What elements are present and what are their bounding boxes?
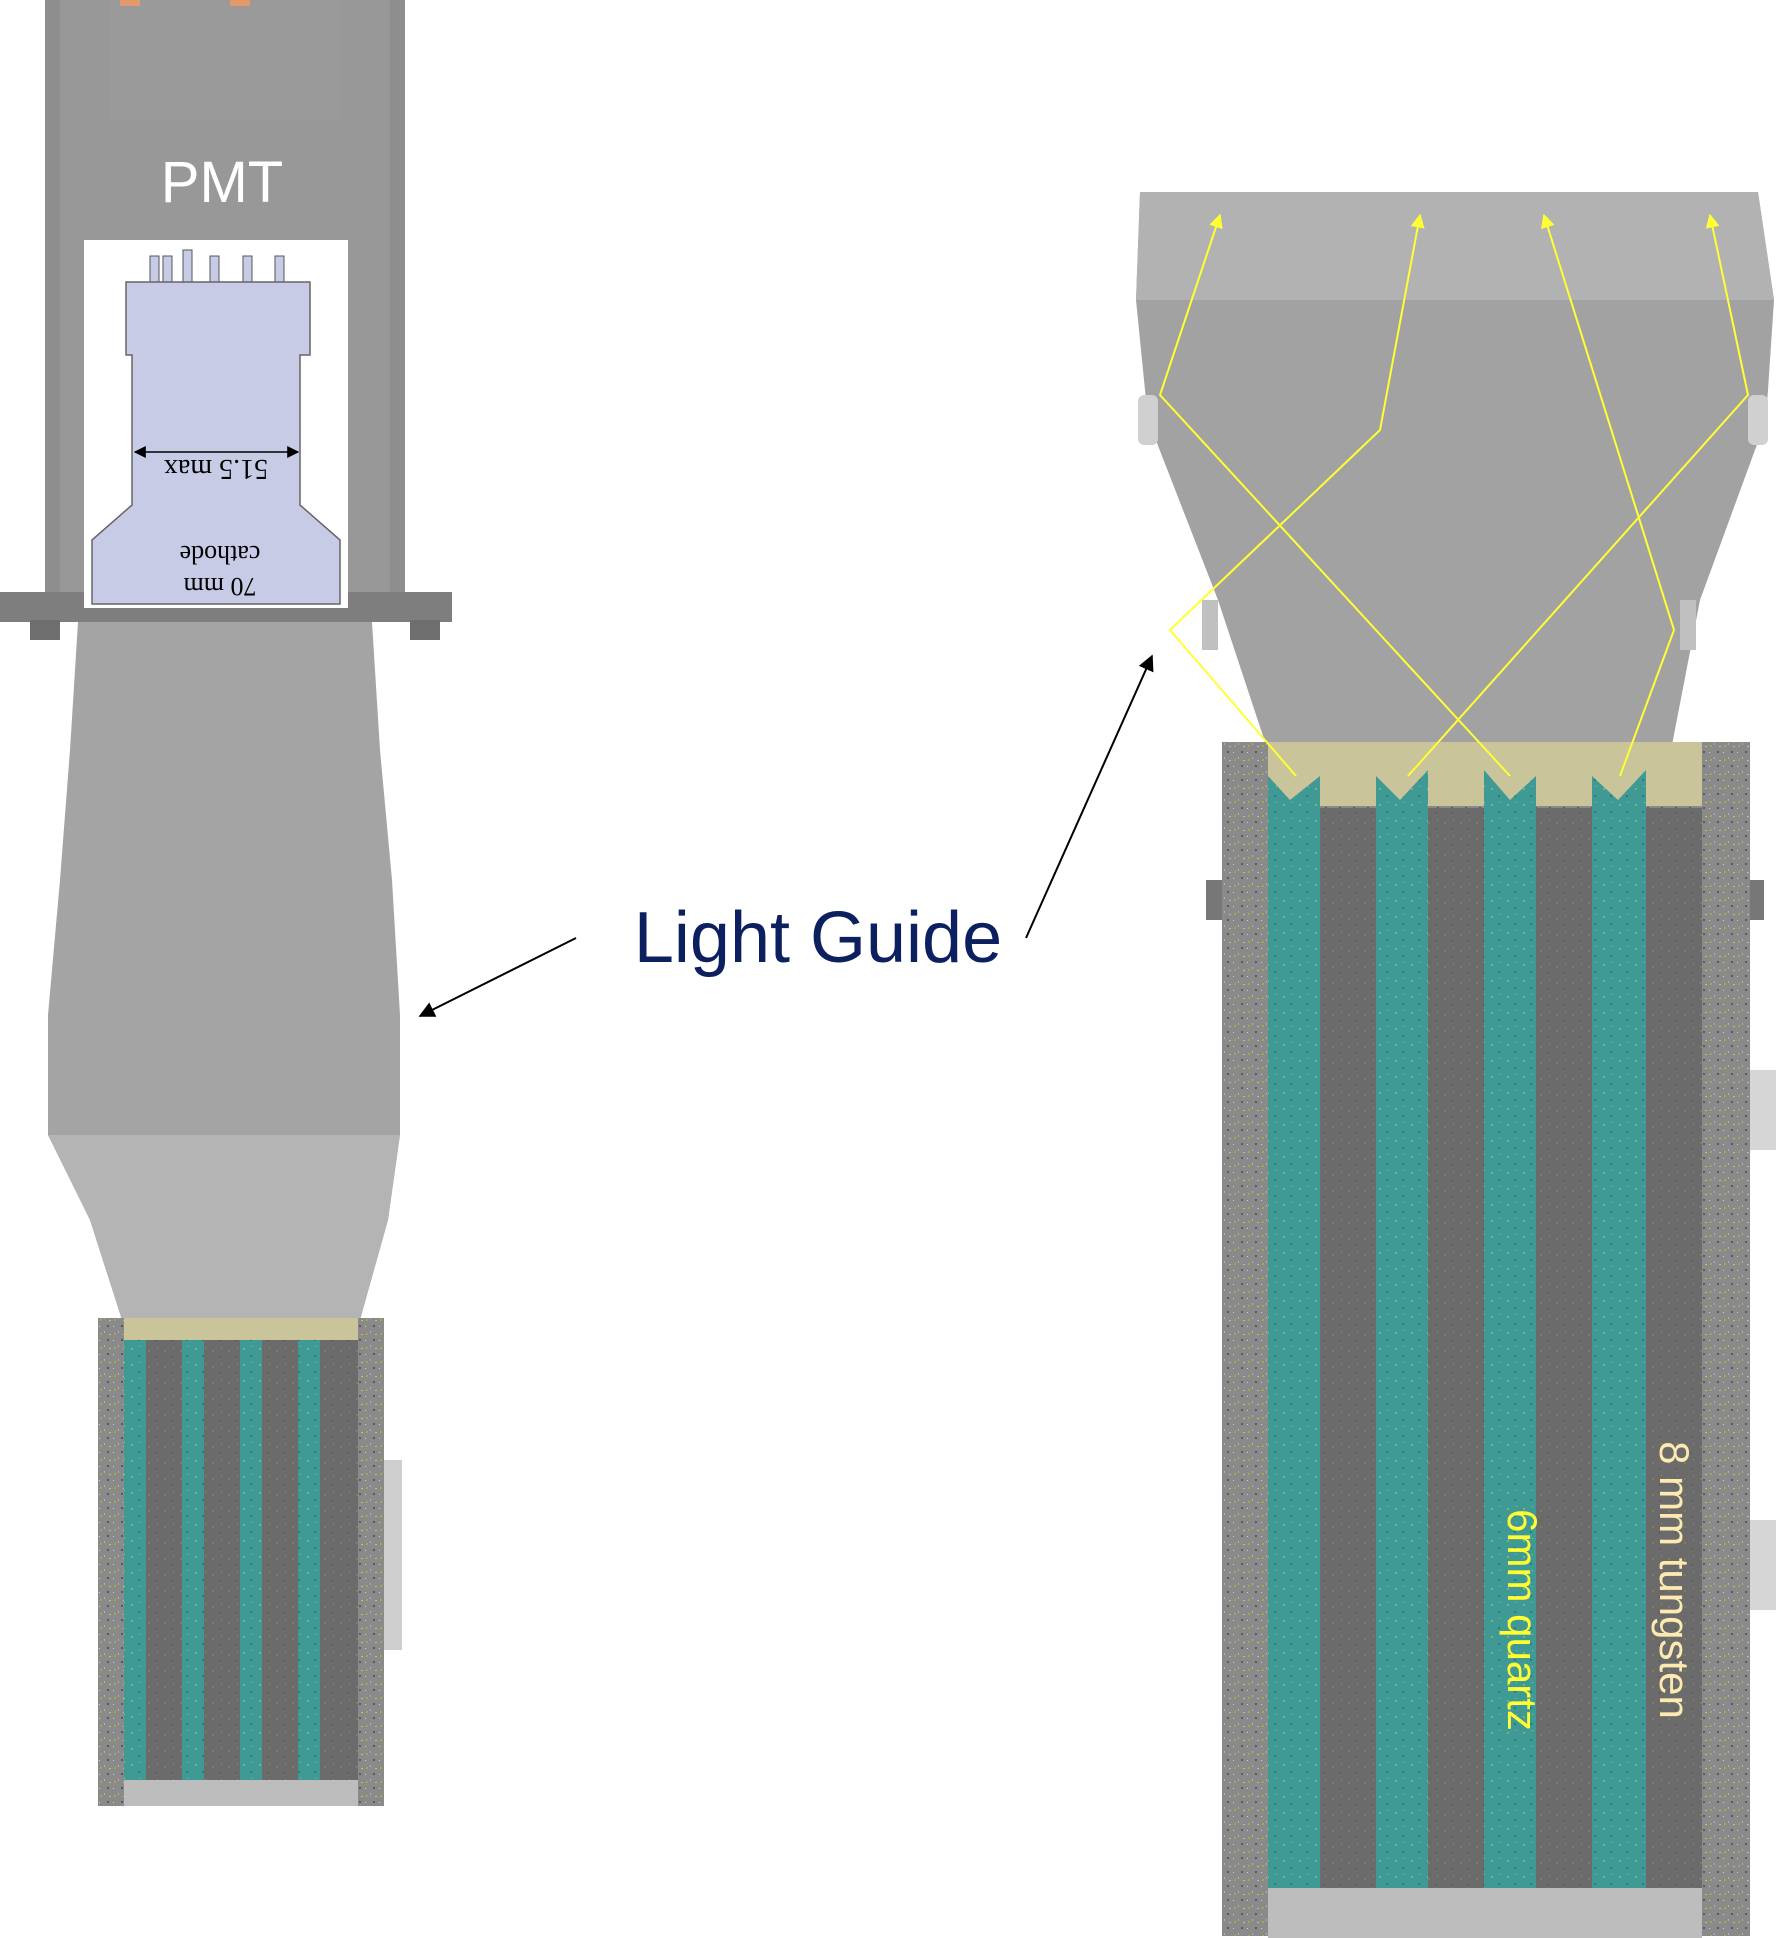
left-coupling <box>124 1318 358 1340</box>
right-light-guide <box>1136 192 1774 745</box>
dimension-label: 51.5 max <box>164 453 268 484</box>
pmt-label: PMT <box>161 150 283 215</box>
right-layers <box>1268 770 1702 1888</box>
callout-arrow-right <box>1025 654 1154 939</box>
right-assembly: 6mm quartz 8 mm tungsten <box>1136 192 1776 1938</box>
pmt-tube <box>91 281 341 605</box>
left-layers <box>124 1340 358 1780</box>
tungsten-label: 8 mm tungsten <box>1651 1441 1698 1719</box>
callout-arrow-left <box>418 937 577 1017</box>
quartz-label: 6mm quartz <box>1499 1509 1546 1731</box>
left-assembly: PMT 51.5 max 70 mm cathode <box>0 0 452 1806</box>
cathode-label-line1: 70 mm <box>184 572 257 601</box>
light-guide-label: Light Guide <box>634 898 1002 978</box>
light-rays <box>1158 213 1750 777</box>
light-guide-callout: Light Guide <box>418 654 1154 1017</box>
cathode-label-line2: cathode <box>180 540 261 569</box>
